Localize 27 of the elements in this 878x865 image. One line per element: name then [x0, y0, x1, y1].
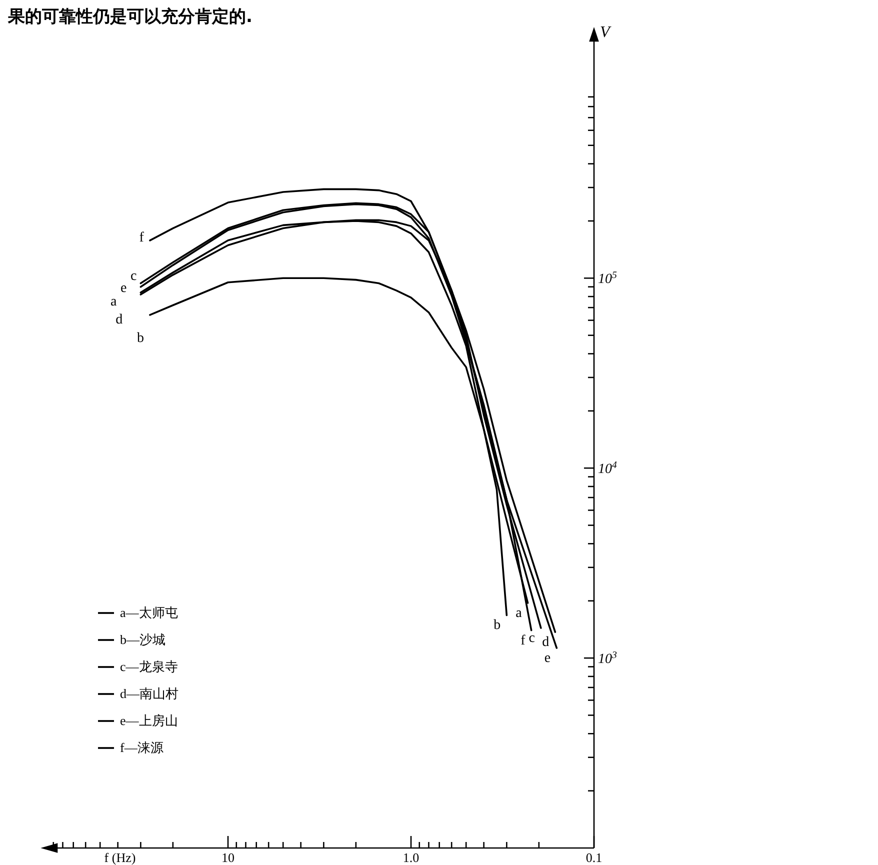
annotation: f — [520, 633, 526, 648]
x-tick-label: 10 — [222, 850, 234, 865]
annotation: b — [494, 618, 501, 634]
annotation: c — [130, 269, 137, 284]
legend-label: d—南山村 — [120, 686, 178, 701]
annotation: b — [136, 330, 144, 346]
y-tick-label: 10$^{5}$ — [598, 270, 617, 288]
x-tick-label: 1.0 — [402, 850, 420, 865]
legend-label: f—涞源 — [120, 740, 164, 755]
annotation: d — [542, 635, 550, 650]
y-axis-title: V — [600, 24, 612, 41]
annotation: e — [120, 280, 127, 296]
text: 果的可靠性仍是可以充分肯定的. — [7, 7, 252, 27]
annotation: d — [116, 312, 123, 328]
legend-label: c—龙泉寺 — [120, 659, 178, 674]
annotation: e — [544, 650, 551, 666]
y-tick-label: 10$^{3}$ — [598, 650, 617, 668]
annotation: f — [139, 230, 144, 246]
annotation: a — [516, 606, 523, 621]
x-axis-title: f (Hz) — [104, 850, 136, 865]
legend-label: e—上房山 — [120, 713, 178, 728]
annotation: a — [110, 294, 118, 310]
x-tick-label: 0.1 — [586, 850, 602, 865]
legend-label: b—沙城 — [120, 632, 166, 647]
legend-label: a—太师屯 — [120, 605, 178, 620]
y-tick-label: 10$^{4}$ — [598, 460, 617, 478]
annotation: c — [528, 630, 535, 646]
